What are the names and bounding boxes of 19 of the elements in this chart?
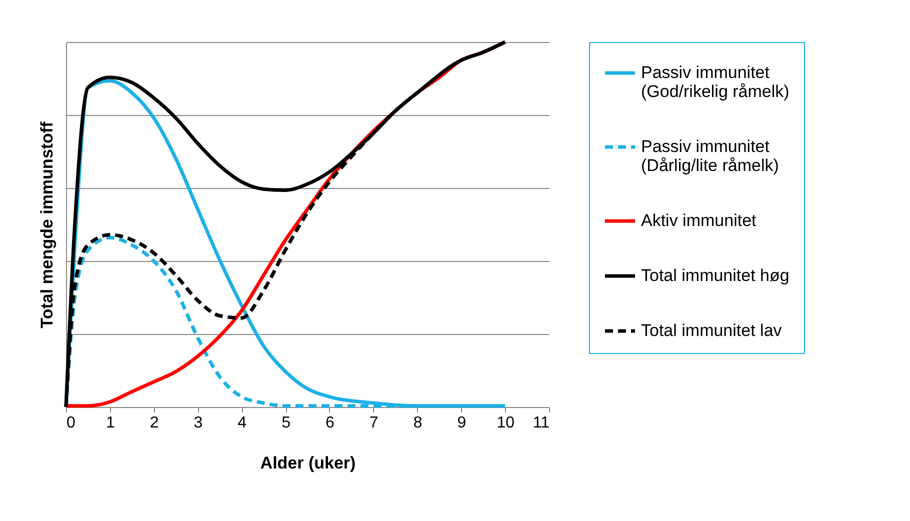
- x-tick-label: 9: [457, 414, 466, 432]
- legend-label: Total immunitet lav: [641, 321, 782, 340]
- x-tick-label: 11: [532, 414, 550, 432]
- x-tick-label: 10: [496, 414, 515, 432]
- legend-label: Total immunitet høg: [641, 266, 790, 285]
- y-axis-title: Total mengde immunstoff: [38, 121, 56, 328]
- x-axis-title: Alder (uker): [260, 454, 356, 472]
- x-tick-label: 1: [106, 414, 115, 432]
- x-tick-label: 4: [238, 414, 247, 432]
- x-tick-label: 0: [66, 414, 76, 432]
- x-tick-label: 6: [326, 414, 334, 432]
- x-tick-label: 7: [369, 414, 378, 432]
- x-tick-label: 5: [282, 414, 291, 432]
- legend-label: Aktiv immunitet: [641, 211, 757, 230]
- x-tick-label: 3: [194, 414, 203, 432]
- x-tick-label: 8: [413, 414, 422, 432]
- legend-label: Passiv immunitet (Dårlig/lite råmelk): [641, 137, 779, 175]
- x-tick-label: 2: [150, 414, 159, 432]
- legend-label: Passiv immunitet (God/rikelig råmelk): [641, 63, 790, 101]
